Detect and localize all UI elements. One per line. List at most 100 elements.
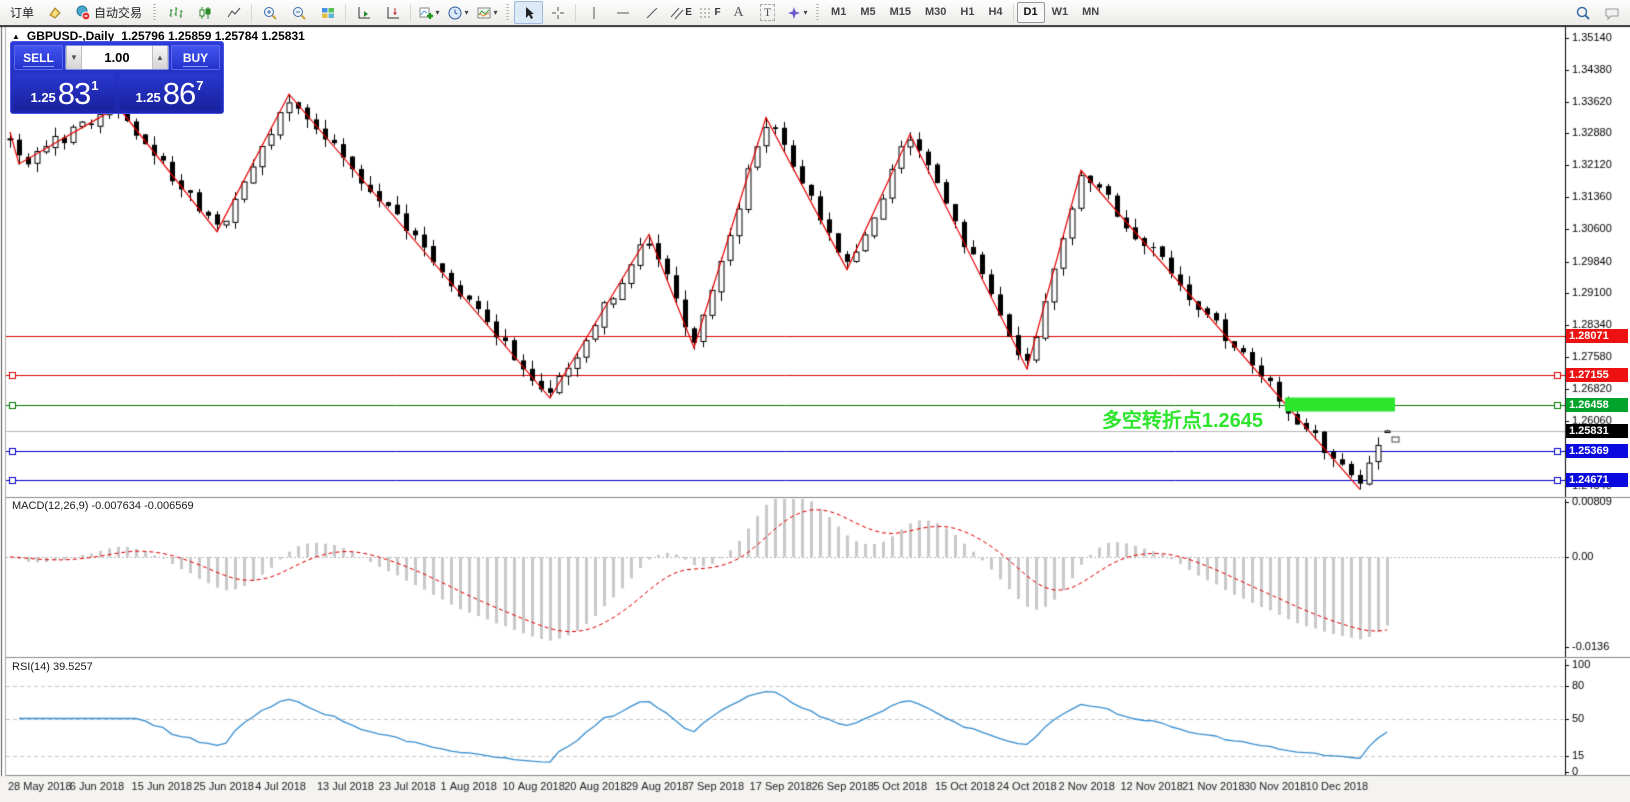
auto-scroll-button[interactable] [349,1,378,24]
tile-windows-button[interactable] [313,1,342,24]
timeframe-w1[interactable]: W1 [1051,6,1069,18]
chart-text-annotation: 多空转折点1.2645 [1101,410,1263,432]
cursor-icon [525,6,534,19]
templates-button[interactable]: ▾ [472,1,501,24]
one-click-trade-panel: SELL ▼ 1.00 ▲ BUY 1.25 83 1 1.25 86 7 [10,41,224,114]
buy-button[interactable]: BUY [171,45,220,70]
autotrading-button[interactable]: 自动交易 [69,1,148,24]
chat-button[interactable] [1597,1,1626,24]
timeframe-mn[interactable]: MN [1082,6,1100,18]
sell-button[interactable]: SELL [14,45,63,70]
buy-quote[interactable]: 1.25 86 7 [119,73,220,110]
volume-field[interactable]: 1.00 [82,46,152,69]
timeframe-m30[interactable]: M30 [925,6,947,18]
text-tool[interactable]: A [724,1,753,24]
zoom-in-button[interactable] [255,1,284,24]
zoom-out-icon [292,6,306,20]
rsi-indicator-label: RSI(14) 39.5257 [12,661,93,673]
trendline-tool[interactable] [637,1,666,24]
timeframe-d1[interactable]: D1 [1016,2,1045,23]
chart-title: ▲ GBPUSD-,Daily 1.25796 1.25859 1.25784 … [12,29,305,43]
zoom-in-icon [263,6,277,20]
price-line-badge: 1.27155 [1566,368,1628,382]
new-order-button[interactable]: 订单 [4,1,40,24]
toolbar-grip [816,3,820,22]
arrows-tool[interactable]: ▾ [782,1,811,24]
autotrading-label: 自动交易 [94,6,143,20]
gold-seal-icon [48,6,61,19]
chart-shift-button[interactable] [378,1,407,24]
add-indicator-icon [419,7,433,19]
vertical-line-tool[interactable] [579,1,608,24]
fibonacci-tool[interactable]: F [695,1,724,24]
chat-bubble-icon [1605,8,1618,20]
toolbar-grip [506,3,510,22]
sell-price-big: 83 [57,76,91,111]
horizontal-line-tool[interactable] [608,1,637,24]
sell-button-label: SELL [23,50,54,67]
line-chart-icon [227,7,240,17]
macd-indicator-label: MACD(12,26,9) -0.007634 -0.006569 [12,500,194,512]
zoom-out-button[interactable] [284,1,313,24]
timeframe-m1[interactable]: M1 [831,6,847,18]
arrows-tool-icon [787,6,800,19]
volume-increase-button[interactable]: ▲ [152,46,168,69]
sell-price-pip: 1 [91,78,99,93]
periods-button[interactable]: ▾ [443,1,472,24]
channel-tool[interactable]: E [666,1,695,24]
collapse-panel-icon[interactable]: ▲ [12,31,20,41]
bar-chart-button[interactable] [161,1,190,24]
horizontal-line-icon [616,12,629,13]
timeframe-m5[interactable]: M5 [860,6,876,18]
volume-spinner: ▼ 1.00 ▲ [65,45,169,70]
price-line-badge: 1.24671 [1566,473,1628,487]
toolbar-grip [153,3,157,22]
toolbar-separator [345,3,347,22]
timeframe-h4[interactable]: H4 [988,6,1003,18]
timeframe-m15[interactable]: M15 [889,6,911,18]
new-order-label: 订单 [10,6,35,20]
volume-decrease-button[interactable]: ▼ [66,46,82,69]
search-button[interactable] [1568,1,1597,24]
buy-price-big: 86 [162,76,196,111]
chevron-down-icon: ▾ [464,8,469,17]
line-chart-button[interactable] [219,1,248,24]
buy-button-label: BUY [182,50,209,67]
trendline-icon [646,7,657,18]
candlestick-chart-button[interactable] [190,1,219,24]
price-line-badge: 1.25369 [1566,444,1628,458]
main-toolbar: 订单 自动交易 ▾ ▾ ▾ [0,0,1630,25]
price-line-badge: 1.26458 [1566,398,1628,412]
add-indicator-button[interactable]: ▾ [414,1,443,24]
crosshair-tool-button[interactable] [543,1,572,24]
channel-icon [670,7,684,19]
chart-shift-icon [387,6,399,18]
autotrading-icon [76,5,91,20]
sell-price-base: 1.25 [30,90,56,105]
chevron-down-icon: ▾ [803,8,808,17]
symbol-period-label: GBPUSD-,Daily [26,29,115,43]
fibonacci-icon [700,8,711,17]
candlestick-chart-icon [199,6,211,19]
toolbar-separator [251,3,253,22]
crosshair-icon [551,6,564,19]
tile-windows-icon [321,7,334,18]
toolbar-separator [1012,3,1014,22]
sell-quote[interactable]: 1.25 83 1 [14,73,115,110]
toolbar-separator [575,3,577,22]
label-tool[interactable]: T [753,1,782,24]
current-price-badge: 1.25831 [1566,424,1628,438]
buy-price-base: 1.25 [135,90,161,105]
text-tool-glyph: A [733,4,744,20]
ohlc-values: 1.25796 1.25859 1.25784 1.25831 [121,29,305,43]
chevron-down-icon: ▾ [493,8,498,17]
fibonacci-glyph: F [714,7,721,18]
timeframe-h1[interactable]: H1 [960,6,975,18]
channel-glyph: E [685,7,692,18]
price-line-badge: 1.28071 [1566,329,1628,343]
cursor-tool-button[interactable] [514,1,544,24]
label-tool-glyph: T [759,4,776,21]
history-icon[interactable] [40,1,69,24]
